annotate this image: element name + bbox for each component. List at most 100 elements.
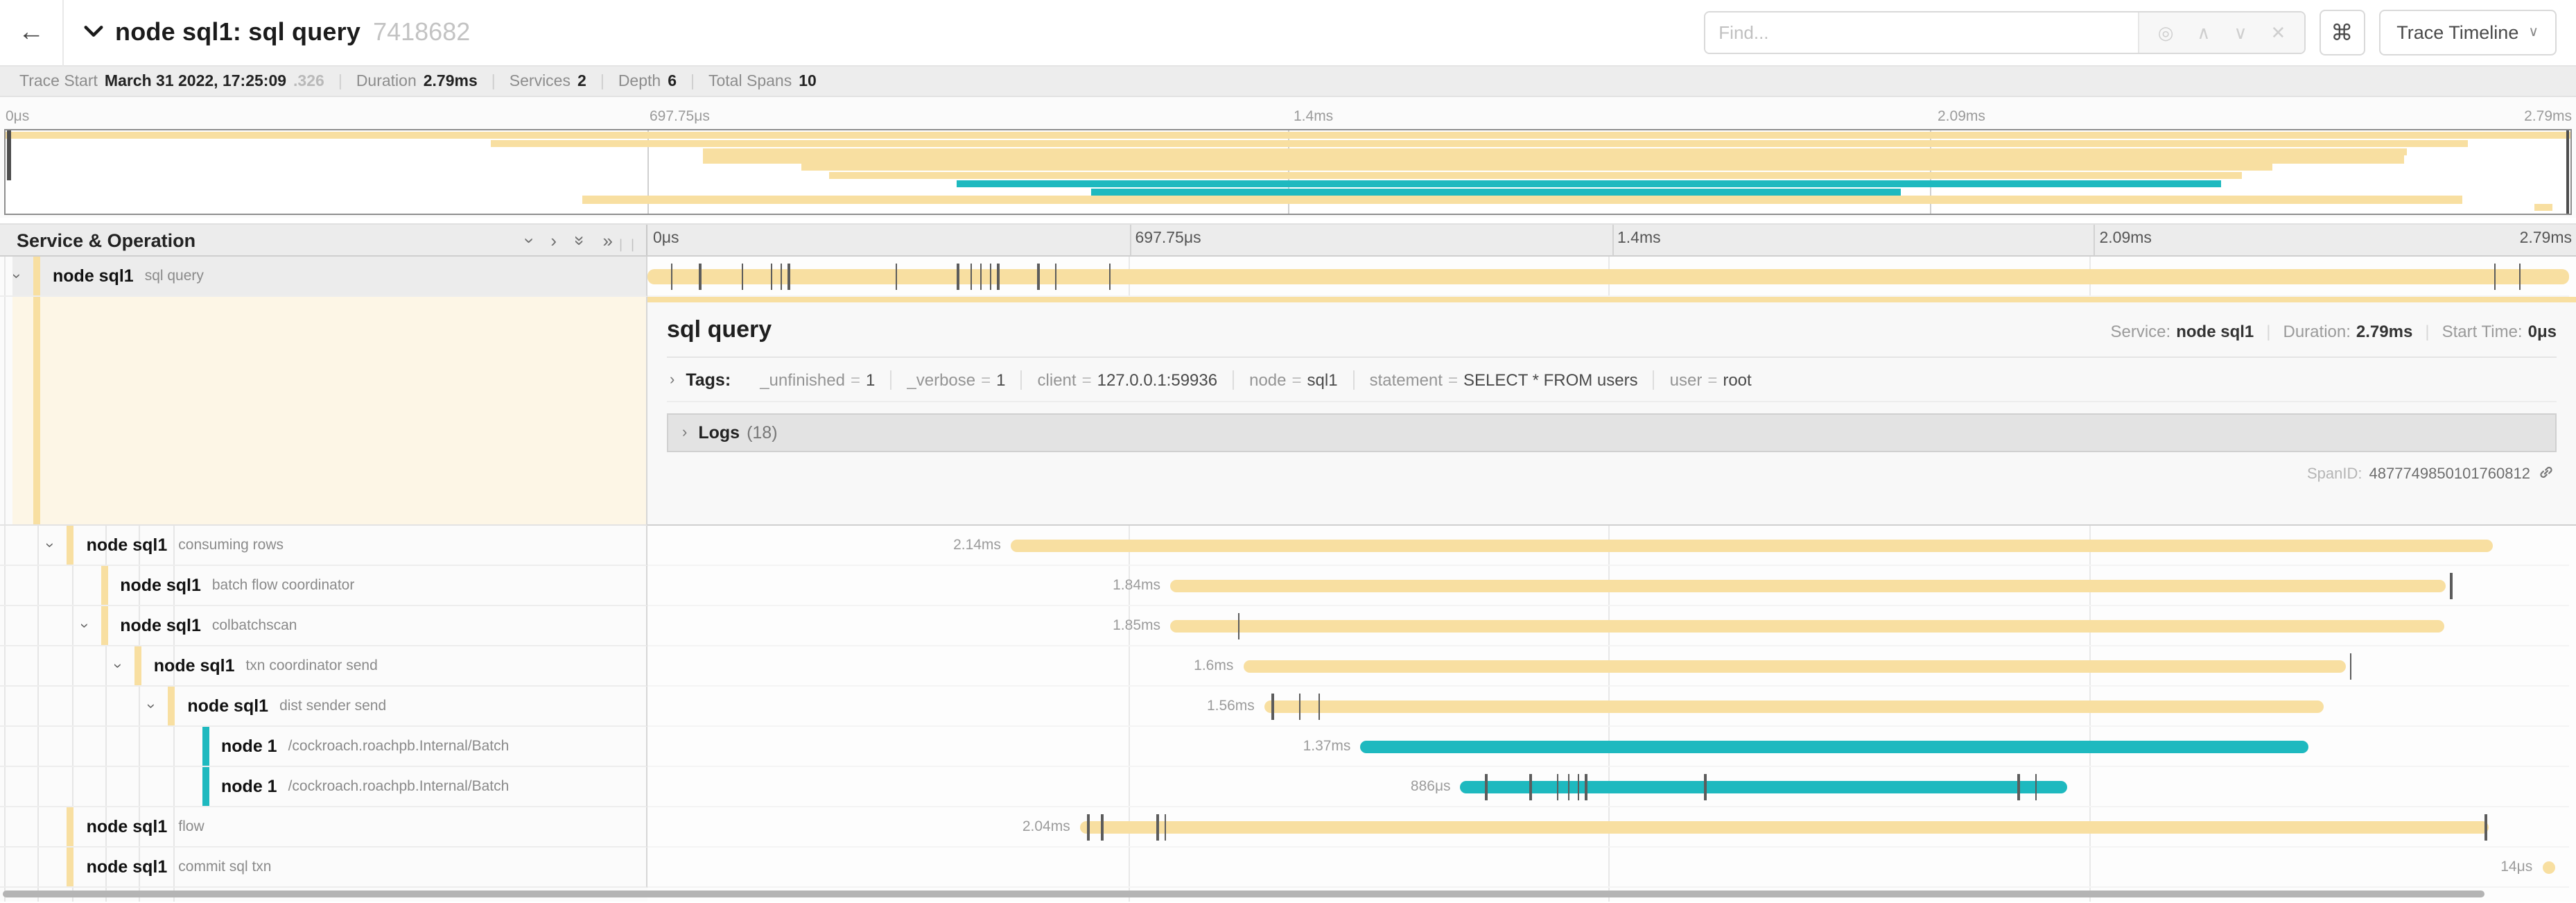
tag-item: _verbose = 1 [891,370,1022,390]
span-bar-cell[interactable] [647,257,2569,297]
span-row[interactable]: › node sql1 txn coordinator send 1.6ms [0,646,2576,687]
span-tree-cell[interactable]: node sql1 batch flow coordinator [0,566,647,606]
logs-accordion[interactable]: › Logs (18) [667,413,2557,452]
prev-match-icon[interactable]: ∧ [2197,22,2211,43]
span-duration-label: 1.37ms [1303,738,1351,755]
operation-name: flow [178,818,204,835]
span-bar-cell[interactable]: 14μs [647,848,2569,888]
span-collapse-chevron-icon[interactable]: › [143,703,160,709]
span-row[interactable]: node sql1 flow 2.04ms [0,807,2576,848]
operation-name: sql query [144,268,204,284]
trace-info-item: Services 2 [510,73,586,89]
log-marker-tick [1567,774,1570,800]
keyboard-shortcuts-button[interactable]: ⌘ [2319,10,2365,55]
span-duration-label: 14μs [2500,859,2533,875]
span-bar-cell[interactable]: 2.04ms [647,807,2569,848]
span-tree-cell[interactable]: › node sql1 dist sender send [0,687,647,727]
span-duration-bar[interactable] [1360,741,2308,753]
ruler-tick-label: 2.09ms [2099,230,2152,247]
scrollbar-thumb[interactable] [3,891,2484,897]
minimap-right-scrubber[interactable] [2566,130,2569,214]
span-bar-cell[interactable]: 1.6ms [647,646,2569,687]
match-scope-icon[interactable]: ◎ [2157,22,2174,43]
tags-accordion[interactable]: › Tags: _unfinished = 1 _verbose = 1 client = 127.… [667,358,2557,402]
log-marker-tick [2518,264,2521,290]
span-duration-bar[interactable] [1460,781,2068,793]
log-marker-tick [741,264,744,290]
span-duration-bar[interactable] [647,269,2569,284]
span-tree-cell[interactable]: › node sql1 sql query [0,257,647,297]
span-tree-cell[interactable]: node 1/cockroach.roachpb.Internal/Batch [0,727,647,767]
span-duration-bar[interactable] [1169,580,2446,592]
span-bar-cell[interactable]: 2.14ms [647,526,2569,566]
span-tree-cell[interactable]: › node sql1 txn coordinator send [0,646,647,687]
span-row[interactable]: node 1/cockroach.roachpb.Internal/Batch 1… [0,727,2576,767]
span-bar-cell[interactable]: 1.84ms [647,566,2569,606]
span-duration-bar[interactable] [2542,861,2556,874]
command-icon: ⌘ [2331,22,2353,45]
span-duration-label: 1.85ms [1113,617,1160,634]
next-match-icon[interactable]: ∨ [2234,22,2247,43]
tag-equals: = [1291,370,1302,390]
span-tree-cell[interactable]: node 1/cockroach.roachpb.Internal/Batch [0,767,647,807]
span-bar-cell[interactable]: 1.56ms [647,687,2569,727]
view-selector-button[interactable]: Trace Timeline ∨ [2378,10,2557,55]
span-collapse-chevron-icon[interactable]: › [8,273,25,279]
log-marker-tick [780,264,783,290]
ruler-tick-line [1129,225,1131,255]
span-row[interactable]: › node sql1 dist sender send 1.56ms [0,687,2576,727]
span-tree-cell[interactable]: node sql1 flow [0,807,647,848]
collapse-one-icon[interactable]: › [519,237,541,243]
span-detail-row: sql query Service: node sql1 | Duration: 2.79… [0,297,2576,526]
column-resize-grip[interactable]: ❘❘ [615,237,639,251]
span-duration-bar[interactable] [1010,540,2493,552]
span-tree-cell[interactable]: › node sql1 colbatchscan [0,606,647,646]
expand-all-icon[interactable]: » [602,230,613,250]
tag-value: 1 [996,370,1006,390]
minimap-canvas[interactable] [4,129,2572,215]
minimap-left-scrubber[interactable] [7,130,11,180]
timeline-minimap: 0μs 697.75μs 1.4ms 2.09ms 2.79ms [0,97,2576,218]
log-marker-tick [1298,694,1301,720]
span-duration-bar[interactable] [1079,821,2489,834]
ruler-tick-label: 2.79ms [2524,108,2572,125]
trace-info-value: 2 [577,73,586,89]
span-row[interactable]: node sql1 commit sql txn 14μs [0,848,2576,888]
header-actions: ◎ ∧ ∨ ✕ ⌘ Trace Timeline ∨ [1703,10,2557,55]
span-duration-bar[interactable] [1243,660,2347,673]
span-tree-cell[interactable]: node sql1 commit sql txn [0,848,647,888]
clear-search-icon[interactable]: ✕ [2270,22,2286,43]
span-row[interactable]: node 1/cockroach.roachpb.Internal/Batch 8… [0,767,2576,807]
trace-title-group[interactable]: node sql1: sql query 7418682 [83,18,1703,47]
span-collapse-chevron-icon[interactable]: › [109,663,126,669]
meta-label: Start Time: [2442,322,2523,341]
span-row[interactable]: › node sql1 sql query [0,257,2576,297]
expand-one-icon[interactable]: › [550,230,557,250]
timeline-gridline [2089,257,2090,902]
tag-value: 127.0.0.1:59936 [1097,370,1218,390]
trace-info-value: March 31 2022, 17:25:09 [104,73,287,89]
span-row[interactable]: › node sql1 colbatchscan 1.85ms [0,606,2576,646]
span-duration-bar[interactable] [1264,700,2324,713]
log-marker-tick [1318,694,1321,720]
span-collapse-chevron-icon[interactable]: › [75,623,92,628]
span-tree-cell[interactable]: › node sql1 consuming rows [0,526,647,566]
collapse-all-icon[interactable]: » [569,234,591,246]
horizontal-scrollbar[interactable] [0,891,2576,899]
tag-value: sql1 [1307,370,1338,390]
span-row[interactable]: node sql1 batch flow coordinator 1.84ms [0,566,2576,606]
span-duration-bar[interactable] [1169,620,2444,633]
span-bar-cell[interactable]: 886μs [647,767,2569,807]
span-bar-cell[interactable]: 1.85ms [647,606,2569,646]
span-row[interactable]: › node sql1 consuming rows 2.14ms [0,526,2576,566]
tag-key: client [1037,370,1077,390]
span-duration-label: 1.56ms [1206,698,1255,714]
meta-value: 0μs [2527,322,2557,341]
back-button[interactable]: ← [0,0,64,66]
link-icon[interactable] [2539,465,2554,484]
find-input[interactable] [1705,12,2139,53]
info-separator: | [338,73,342,89]
span-bar-cell[interactable]: 1.37ms [647,727,2569,767]
log-marker-tick [970,264,973,290]
span-collapse-chevron-icon[interactable]: › [42,542,59,548]
